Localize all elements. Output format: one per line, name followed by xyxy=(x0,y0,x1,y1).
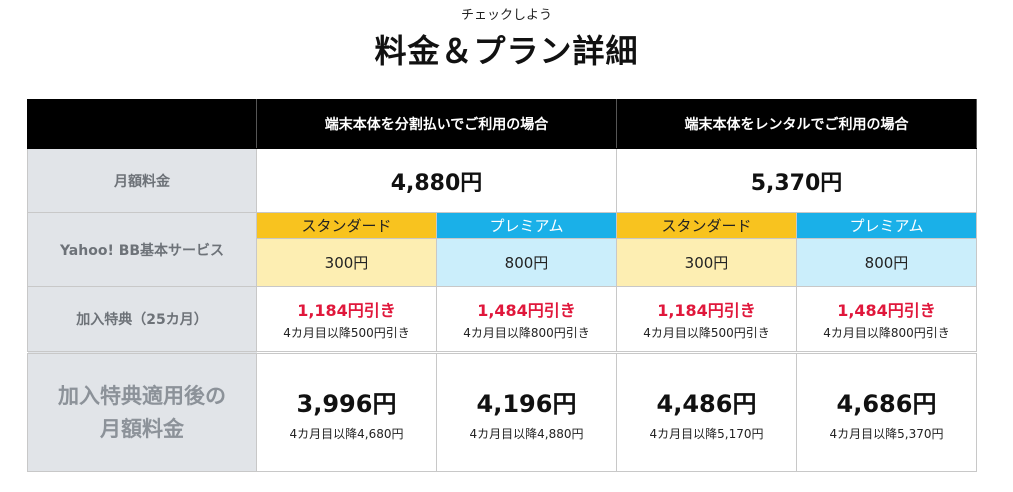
benefit-cell: 1,484円引き 4カ月目以降800円引き xyxy=(436,286,617,353)
row-label-monthly-fee: 月額料金 xyxy=(27,148,257,213)
benefit-discount: 1,484円引き xyxy=(837,301,936,320)
benefit-discount: 1,184円引き xyxy=(657,301,756,320)
after-benefit-price: 4,196円 xyxy=(476,389,577,418)
after-benefit-cell: 4,686円 4カ月目以降5,370円 xyxy=(796,351,977,472)
row-label-after-benefit-line2: 月額料金 xyxy=(100,416,184,441)
table-row-after-benefit: 加入特典適用後の 月額料金 3,996円 4カ月目以降4,680円 4,196円… xyxy=(27,351,977,472)
row-label-benefit: 加入特典（25カ月） xyxy=(27,286,257,353)
after-benefit-price: 3,996円 xyxy=(296,389,397,418)
plan-name-premium-rental: プレミアム xyxy=(796,212,977,239)
plan-name-standard-split: スタンダード xyxy=(256,212,437,239)
after-benefit-cell: 4,486円 4カ月目以降5,170円 xyxy=(616,351,797,472)
benefit-note: 4カ月目以降800円引き xyxy=(823,326,950,340)
after-benefit-cell: 4,196円 4カ月目以降4,880円 xyxy=(436,351,617,472)
plan-price-premium-split: 800円 xyxy=(436,238,617,287)
plan-pricing-table: 端末本体を分割払いでご利用の場合 端末本体をレンタルでご利用の場合 月額料金 4… xyxy=(27,99,977,472)
plan-price-standard-split: 300円 xyxy=(256,238,437,287)
monthly-fee-split-payment: 4,880円 xyxy=(256,148,617,213)
benefit-discount: 1,484円引き xyxy=(477,301,576,320)
benefit-cell: 1,484円引き 4カ月目以降800円引き xyxy=(796,286,977,353)
column-header-rental: 端末本体をレンタルでご利用の場合 xyxy=(616,99,977,149)
benefit-note: 4カ月目以降500円引き xyxy=(283,326,410,340)
after-benefit-price: 4,486円 xyxy=(656,389,757,418)
row-label-after-benefit-line1: 加入特典適用後の xyxy=(58,383,226,408)
table-row-monthly-fee: 月額料金 4,880円 5,370円 xyxy=(27,148,977,213)
table-row-plan-prices: 300円 800円 300円 800円 xyxy=(28,238,977,287)
after-benefit-note: 4カ月目以降4,880円 xyxy=(469,426,584,441)
monthly-fee-rental: 5,370円 xyxy=(616,148,977,213)
table-header-row: 端末本体を分割払いでご利用の場合 端末本体をレンタルでご利用の場合 xyxy=(27,99,977,149)
after-benefit-note: 4カ月目以降5,370円 xyxy=(829,426,944,441)
benefit-cell: 1,184円引き 4カ月目以降500円引き xyxy=(616,286,797,353)
section-subtitle: チェックしよう xyxy=(460,8,552,23)
column-header-split-payment: 端末本体を分割払いでご利用の場合 xyxy=(256,99,617,149)
table-row-benefit: 加入特典（25カ月） 1,184円引き 4カ月目以降500円引き 1,484円引… xyxy=(27,286,977,353)
after-benefit-cell: 3,996円 4カ月目以降4,680円 xyxy=(256,351,437,472)
row-label-basic-service: Yahoo! BB基本サービス xyxy=(27,212,257,287)
after-benefit-note: 4カ月目以降4,680円 xyxy=(289,426,404,441)
table-row-plan-names: Yahoo! BB基本サービス スタンダード プレミアム スタンダード プレミア… xyxy=(27,212,977,287)
after-benefit-note: 4カ月目以降5,170円 xyxy=(649,426,764,441)
plan-price-premium-rental: 800円 xyxy=(796,238,977,287)
benefit-note: 4カ月目以降500円引き xyxy=(643,326,770,340)
page-title: 料金＆プラン詳細 xyxy=(374,32,639,70)
benefit-cell: 1,184円引き 4カ月目以降500円引き xyxy=(256,286,437,353)
plan-price-standard-rental: 300円 xyxy=(616,238,797,287)
after-benefit-price: 4,686円 xyxy=(836,389,937,418)
header-blank-cell xyxy=(27,99,257,149)
benefit-note: 4カ月目以降800円引き xyxy=(463,326,590,340)
benefit-discount: 1,184円引き xyxy=(297,301,396,320)
plan-name-premium-split: プレミアム xyxy=(436,212,617,239)
plan-name-standard-rental: スタンダード xyxy=(616,212,797,239)
row-label-after-benefit: 加入特典適用後の 月額料金 xyxy=(27,351,257,472)
